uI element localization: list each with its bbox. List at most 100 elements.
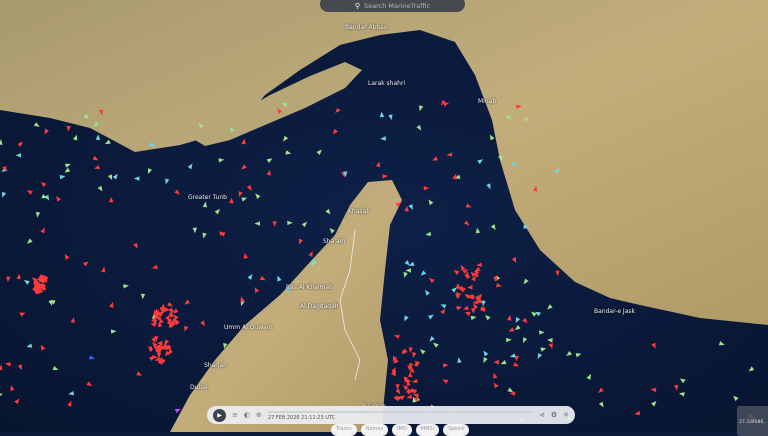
vessel-marker[interactable] [391,366,397,373]
vessel-marker[interactable] [285,287,291,293]
vessel-marker[interactable] [492,372,498,379]
vessel-marker[interactable] [5,361,11,367]
vessel-marker[interactable] [475,227,481,234]
vessel-marker[interactable] [218,157,225,163]
vessel-marker[interactable] [73,134,79,141]
vessel-marker[interactable] [406,380,411,386]
vessel-marker[interactable] [92,155,100,163]
vessel-marker[interactable] [98,109,104,116]
search-input[interactable]: ⚲ Search MarineTraffic [320,0,465,12]
vessel-marker[interactable] [500,360,507,366]
vessel-marker[interactable] [452,173,458,180]
vessel-marker[interactable] [110,329,117,334]
vessel-marker[interactable] [89,355,95,361]
vessel-marker[interactable] [408,203,414,211]
vessel-marker[interactable] [416,124,423,132]
vessel-marker[interactable] [101,266,106,273]
vessel-marker[interactable] [246,184,254,192]
vessel-marker[interactable] [59,174,66,180]
vessel-marker[interactable] [382,174,389,179]
vessel-marker[interactable] [0,139,3,145]
vessel-marker[interactable] [547,338,553,343]
vessel-marker[interactable] [197,122,204,129]
vessel-marker[interactable] [83,260,90,267]
vessel-marker[interactable] [516,104,522,109]
vessel-marker[interactable] [243,252,248,259]
vessel-marker[interactable] [464,310,471,317]
vessel-marker[interactable] [39,180,47,188]
vessel-marker[interactable] [407,371,413,378]
vessel-marker[interactable] [54,195,62,202]
vessel-marker[interactable] [149,142,156,148]
vessel-marker[interactable] [732,394,739,402]
vessel-marker[interactable] [63,253,70,260]
vessel-marker[interactable] [275,275,282,282]
vessel-marker[interactable] [30,276,38,283]
vessel-marker[interactable] [165,313,172,321]
vessel-marker[interactable] [477,298,484,306]
vessel-marker[interactable] [441,378,449,384]
vessel-marker[interactable] [459,264,466,271]
vessel-marker[interactable] [467,285,473,290]
vessel-marker[interactable] [451,286,458,293]
vessel-marker[interactable] [153,308,159,315]
vessel-marker[interactable] [507,387,514,394]
chip-tracks[interactable]: Tracks [331,424,357,436]
vessel-marker[interactable] [15,153,22,158]
vessel-marker[interactable] [168,311,175,318]
vessel-marker[interactable] [285,150,292,155]
vessel-marker[interactable] [156,340,163,346]
vessel-marker[interactable] [158,358,164,365]
vessel-marker[interactable] [44,194,51,202]
vessel-marker[interactable] [388,114,393,121]
speed-icon[interactable]: ≡ [232,411,238,419]
vessel-marker[interactable] [311,258,318,266]
vessel-marker[interactable] [465,203,473,209]
vessel-marker[interactable] [162,339,170,346]
vessel-marker[interactable] [107,174,114,181]
vessel-marker[interactable] [455,283,461,290]
vessel-marker[interactable] [35,280,43,287]
vessel-marker[interactable] [159,357,166,364]
vessel-marker[interactable] [154,356,161,363]
vessel-marker[interactable] [272,221,277,227]
vessel-marker[interactable] [523,224,530,230]
vessel-marker[interactable] [463,220,471,227]
vessel-marker[interactable] [92,121,99,129]
vessel-marker[interactable] [432,341,439,348]
vessel-marker[interactable] [453,292,461,299]
vessel-marker[interactable] [40,226,46,234]
vessel-marker[interactable] [26,238,33,245]
vessel-marker[interactable] [406,363,413,371]
vessel-marker[interactable] [63,167,71,175]
vessel-marker[interactable] [428,336,435,343]
vessel-marker[interactable] [95,134,101,141]
vessel-marker[interactable] [240,164,247,171]
vessel-marker[interactable] [133,242,139,250]
vessel-marker[interactable] [470,315,477,321]
vessel-marker[interactable] [152,354,158,360]
vessel-marker[interactable] [423,185,430,191]
vessel-marker[interactable] [554,167,562,174]
vessel-marker[interactable] [200,320,207,327]
vessel-marker[interactable] [747,366,755,373]
vessel-marker[interactable] [431,156,439,162]
vessel-marker[interactable] [393,395,400,403]
vessel-marker[interactable] [35,211,41,218]
vessel-marker[interactable] [496,282,502,289]
play-button[interactable]: ▶ [213,408,226,422]
vessel-marker[interactable] [425,231,432,237]
vessel-marker[interactable] [41,274,49,281]
vessel-marker[interactable] [650,387,657,393]
vessel-marker[interactable] [0,364,4,371]
vessel-marker[interactable] [222,342,228,349]
vessel-marker[interactable] [673,384,679,391]
vessel-marker[interactable] [219,230,226,237]
vessel-marker[interactable] [651,399,658,407]
vessel-marker[interactable] [411,378,418,385]
vessel-marker[interactable] [17,140,24,147]
vessel-marker[interactable] [428,276,435,284]
vessel-marker[interactable] [462,305,469,312]
vessel-marker[interactable] [521,337,528,344]
vessel-marker[interactable] [408,347,414,353]
